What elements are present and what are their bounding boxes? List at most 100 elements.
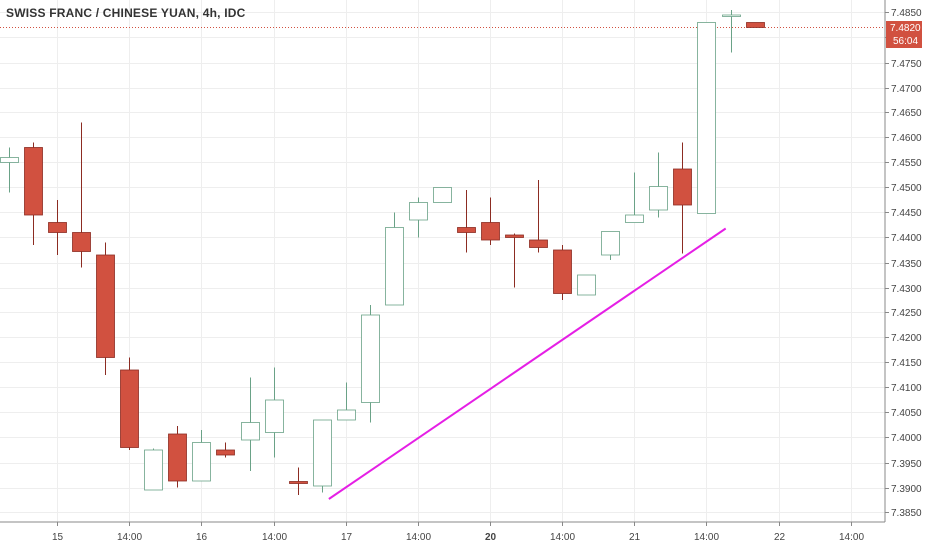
candle	[553, 245, 572, 300]
candles	[0, 10, 765, 495]
y-tick-label: 7.4400	[891, 233, 922, 244]
drawings[interactable]	[328, 227, 727, 500]
y-tick-label: 7.4650	[891, 108, 922, 119]
candle-body	[673, 168, 692, 206]
candle	[409, 197, 428, 238]
candle-body	[48, 222, 67, 233]
candle	[505, 233, 524, 288]
candle	[433, 187, 452, 203]
candle-body	[409, 202, 428, 221]
candle	[313, 419, 332, 493]
candle-body	[313, 419, 332, 487]
candle-body	[289, 481, 308, 484]
candle-body	[649, 186, 668, 211]
chart-title: SWISS FRANC / CHINESE YUAN, 4h, IDC	[6, 6, 246, 20]
candle	[697, 22, 716, 214]
candle-body	[577, 274, 596, 296]
y-tick-label: 7.4000	[891, 433, 922, 444]
candle-body	[385, 227, 404, 306]
candle	[601, 231, 620, 260]
candle-body	[144, 449, 163, 491]
candle	[722, 10, 741, 53]
candle	[265, 367, 284, 458]
candle	[577, 274, 596, 296]
candle-body	[529, 239, 548, 248]
y-axis-ticks: 7.3850 7.3900 7.3950 7.4000 7.4050 7.4100 7.41…	[885, 8, 922, 519]
y-tick-label: 7.4350	[891, 259, 922, 270]
candle-body	[746, 22, 765, 28]
candle-body	[601, 231, 620, 256]
x-tick-label: 14:00	[406, 532, 431, 543]
x-tick-label: 14:00	[839, 532, 864, 543]
y-tick-label: 7.4750	[891, 59, 922, 70]
y-tick-label: 7.4300	[891, 284, 922, 295]
x-tick-label: 17	[341, 532, 353, 543]
candle	[241, 377, 260, 471]
x-tick-label: 21	[629, 532, 641, 543]
candle-body	[505, 234, 524, 238]
candle	[192, 430, 211, 482]
candle	[216, 442, 235, 458]
candle	[529, 180, 548, 253]
candle	[0, 147, 19, 193]
candle	[337, 382, 356, 421]
y-tick-label: 7.3850	[891, 508, 922, 519]
bar-countdown: 56:04	[893, 36, 918, 47]
candle-body	[457, 227, 476, 233]
candle	[673, 142, 692, 254]
x-tick-label: 16	[196, 532, 208, 543]
candle-body	[72, 232, 91, 252]
x-tick-label: 14:00	[262, 532, 287, 543]
candle	[481, 197, 500, 245]
y-tick-label: 7.4250	[891, 308, 922, 319]
x-tick-label: 14:00	[550, 532, 575, 543]
y-tick-label: 7.4850	[891, 8, 922, 19]
candle	[649, 152, 668, 218]
candle	[361, 305, 380, 423]
candle-body	[192, 442, 211, 482]
candle-body	[433, 187, 452, 203]
candle-body	[216, 449, 235, 456]
candle-body	[0, 157, 19, 163]
y-axis-panel[interactable]	[885, 0, 932, 550]
x-tick-label: 14:00	[117, 532, 142, 543]
candle-body	[697, 22, 716, 214]
candle-body	[337, 409, 356, 421]
candle	[625, 172, 644, 223]
y-tick-label: 7.4450	[891, 208, 922, 219]
candle	[746, 22, 765, 28]
current-price: 7.4820	[890, 23, 921, 34]
y-tick-label: 7.3950	[891, 459, 922, 470]
y-tick-label: 7.4050	[891, 408, 922, 419]
candle	[385, 212, 404, 306]
x-tick-label: 15	[52, 532, 64, 543]
y-tick-label: 7.3900	[891, 484, 922, 495]
y-tick-label: 7.4150	[891, 358, 922, 369]
candle	[289, 467, 308, 495]
x-axis-panel[interactable]	[0, 522, 932, 550]
x-axis-ticks: 15 14:00 16 14:00 17 14:00 20 14:00 21 14:00 22 14:…	[52, 522, 864, 543]
candle-body	[265, 399, 284, 433]
y-tick-label: 7.4100	[891, 383, 922, 394]
x-tick-label: 22	[774, 532, 786, 543]
current-price-label: 7.4820 56:04	[886, 21, 922, 48]
candle-body	[24, 147, 43, 216]
candle	[144, 448, 163, 491]
y-tick-label: 7.4550	[891, 158, 922, 169]
candle	[24, 142, 43, 245]
candle-body	[722, 14, 741, 17]
candle-body	[168, 433, 187, 482]
candle	[168, 426, 187, 488]
y-tick-label: 7.4700	[891, 84, 922, 95]
candle	[72, 122, 91, 268]
y-tick-label: 7.4200	[891, 333, 922, 344]
candle-body	[120, 369, 139, 448]
candle	[96, 242, 115, 375]
candle-body	[625, 214, 644, 223]
x-tick-label: 14:00	[694, 532, 719, 543]
y-tick-label: 7.4600	[891, 133, 922, 144]
candle-body	[96, 254, 115, 358]
candle	[457, 190, 476, 253]
candle-body	[553, 249, 572, 294]
